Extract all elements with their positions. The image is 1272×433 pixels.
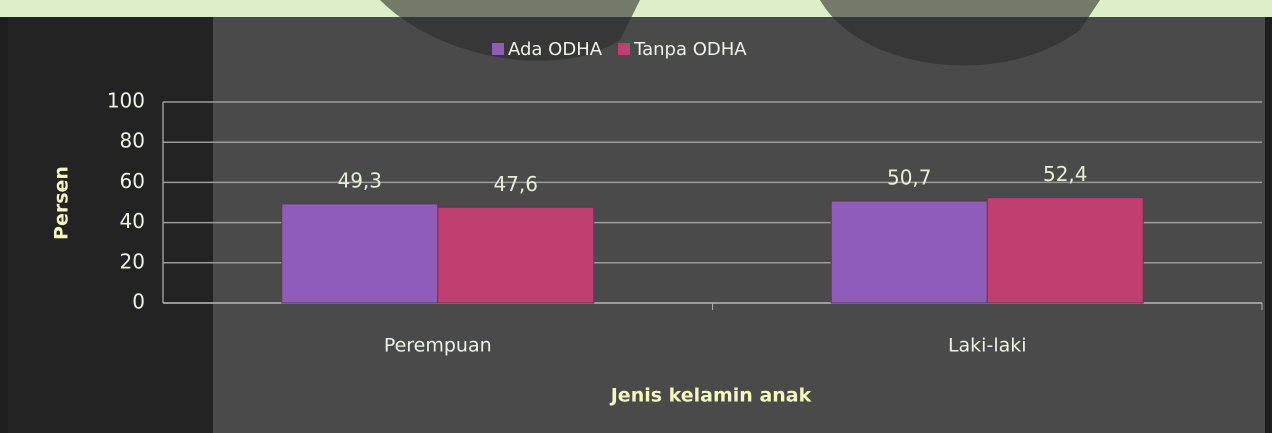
y-axis-title: Persen bbox=[51, 166, 73, 240]
value-label: 49,3 bbox=[337, 168, 382, 192]
value-label: 52,4 bbox=[1043, 162, 1088, 186]
y-tick-label: 80 bbox=[120, 129, 145, 153]
x-axis-title: Jenis kelamin anak bbox=[609, 385, 812, 407]
chart: Persen Jenis kelamin anak 0 20 40 60 80 100 Pe… bbox=[0, 0, 1272, 433]
y-tick-label: 60 bbox=[120, 169, 145, 193]
left-panel bbox=[8, 17, 213, 433]
bar bbox=[438, 207, 594, 303]
bar bbox=[282, 204, 438, 303]
y-tick-label: 20 bbox=[120, 249, 145, 273]
legend-label: Ada ODHA bbox=[508, 39, 603, 60]
legend-label: Tanpa ODHA bbox=[633, 39, 747, 60]
y-tick-label: 40 bbox=[120, 209, 145, 233]
value-label: 50,7 bbox=[887, 166, 932, 190]
value-label: 47,6 bbox=[493, 172, 538, 196]
bar bbox=[831, 201, 987, 303]
x-tick-label: Laki-laki bbox=[948, 335, 1027, 357]
y-tick-label: 0 bbox=[132, 290, 145, 314]
legend-swatch bbox=[618, 43, 630, 55]
bar bbox=[987, 198, 1143, 303]
legend-swatch bbox=[492, 43, 504, 55]
x-tick-label: Perempuan bbox=[384, 335, 492, 357]
y-tick-label: 100 bbox=[107, 89, 145, 113]
